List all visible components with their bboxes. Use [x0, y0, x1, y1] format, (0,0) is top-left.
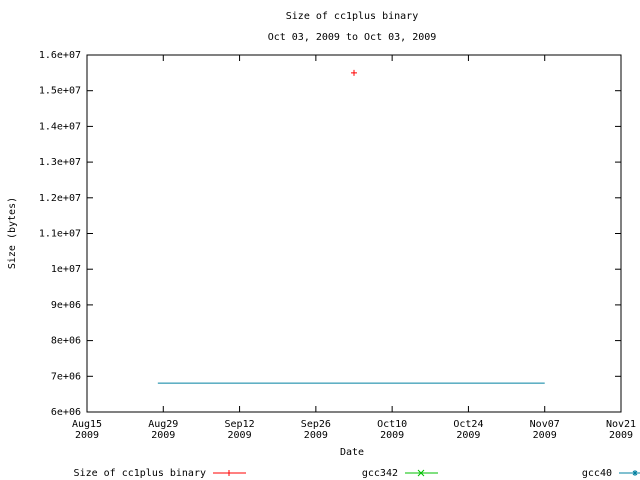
- y-tick-label: 9e+06: [51, 300, 81, 311]
- x-tick-label-line: 2009: [456, 430, 480, 441]
- x-tick-label-line: 2009: [151, 430, 175, 441]
- x-tick-label-line: 2009: [228, 430, 252, 441]
- y-axis-label: Size (bytes): [7, 197, 18, 269]
- x-tick-label-line: Oct10: [377, 419, 407, 430]
- x-tick-label-line: 2009: [609, 430, 633, 441]
- x-tick-label: Nov07 2009: [530, 419, 560, 441]
- y-tick-label: 1.1e+07: [39, 229, 81, 240]
- legend-label: gcc342: [362, 468, 398, 479]
- x-tick-label-line: 2009: [380, 430, 404, 441]
- y-tick-label: 1.6e+07: [39, 50, 81, 61]
- legend-marker: [417, 469, 425, 477]
- x-tick-label-line: Nov21: [606, 419, 636, 430]
- x-tick-label-line: Sep12: [225, 419, 255, 430]
- x-tick-label-line: 2009: [304, 430, 328, 441]
- legend-label: gcc40: [582, 468, 612, 479]
- legend-marker: [226, 470, 232, 476]
- chart-title: Size of cc1plus binary: [286, 11, 418, 22]
- x-tick-label: Nov21 2009: [606, 419, 636, 441]
- x-tick-label-line: Nov07: [530, 419, 560, 430]
- x-tick-label-line: Sep26: [301, 419, 331, 430]
- x-tick-label: Aug29 2009: [148, 419, 178, 441]
- x-tick-label-line: Aug15: [72, 419, 102, 430]
- y-tick-label: 6e+06: [51, 407, 81, 418]
- x-tick-label: Sep26 2009: [301, 419, 331, 441]
- y-tick-label: 1.4e+07: [39, 121, 81, 132]
- legend-marker: [632, 470, 638, 476]
- x-tick-label: Oct10 2009: [377, 419, 407, 441]
- y-tick-label: 1e+07: [51, 264, 81, 275]
- x-tick-label: Sep12 2009: [225, 419, 255, 441]
- x-tick-label-line: 2009: [75, 430, 99, 441]
- x-tick-label-line: Aug29: [148, 419, 178, 430]
- y-tick-label: 1.2e+07: [39, 193, 81, 204]
- x-axis-label: Date: [340, 447, 364, 458]
- y-tick-label: 7e+06: [51, 371, 81, 382]
- x-tick-label-line: Oct24: [453, 419, 483, 430]
- y-tick-label: 8e+06: [51, 336, 81, 347]
- legend-label: Size of cc1plus binary: [74, 468, 206, 479]
- x-tick-label: Aug15 2009: [72, 419, 102, 441]
- y-tick-label: 1.3e+07: [39, 157, 81, 168]
- data-point: [351, 69, 357, 76]
- x-tick-label: Oct24 2009: [453, 419, 483, 441]
- y-tick-label: 1.5e+07: [39, 86, 81, 97]
- chart-subtitle: Oct 03, 2009 to Oct 03, 2009: [268, 32, 437, 43]
- x-tick-label-line: 2009: [533, 430, 557, 441]
